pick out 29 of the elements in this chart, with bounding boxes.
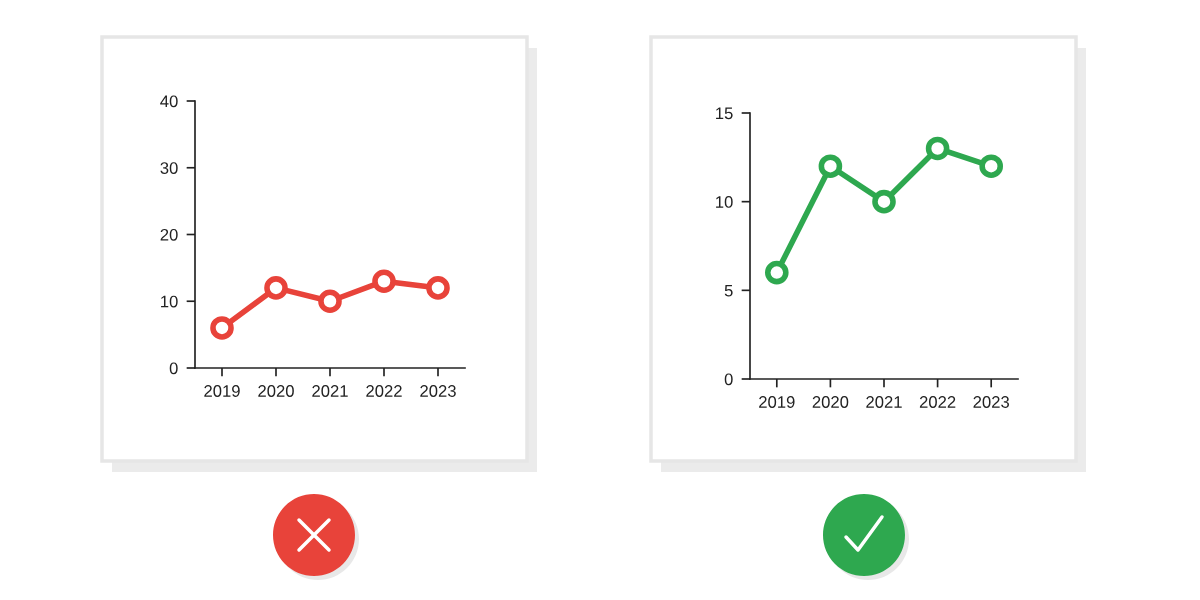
point bbox=[264, 276, 288, 300]
y-tick-label: 10 bbox=[161, 295, 178, 308]
x-tick-label: 2021 bbox=[866, 396, 902, 408]
y-tick-label: 0 bbox=[169, 362, 178, 375]
x-tick-label: 2019 bbox=[204, 385, 240, 397]
y-tick-label: 10 bbox=[716, 196, 733, 208]
y-tick-label: 0 bbox=[724, 373, 733, 386]
x-tick-label: 2023 bbox=[973, 396, 1010, 408]
y-tick-label: 40 bbox=[160, 95, 178, 108]
point bbox=[979, 154, 1004, 179]
x-tick-label: 2020 bbox=[812, 396, 849, 408]
y-tick-label: 20 bbox=[160, 228, 178, 241]
x-tick-label: 2020 bbox=[258, 385, 294, 397]
point bbox=[764, 260, 789, 285]
point bbox=[818, 154, 843, 179]
x-tick-label: 2022 bbox=[919, 396, 956, 408]
point bbox=[872, 189, 896, 214]
point bbox=[426, 276, 450, 300]
x-tick-label: 2021 bbox=[312, 385, 348, 397]
point bbox=[925, 136, 950, 161]
y-tick-label: 30 bbox=[160, 162, 178, 174]
x-tick-label: 2023 bbox=[420, 385, 456, 397]
point bbox=[372, 269, 396, 294]
x-tick-label: 2022 bbox=[366, 385, 402, 397]
point bbox=[318, 289, 342, 314]
point bbox=[210, 316, 234, 340]
y-tick-label: 15 bbox=[716, 107, 733, 120]
x-tick-label: 2019 bbox=[759, 396, 795, 408]
y-tick-label: 5 bbox=[724, 284, 733, 297]
